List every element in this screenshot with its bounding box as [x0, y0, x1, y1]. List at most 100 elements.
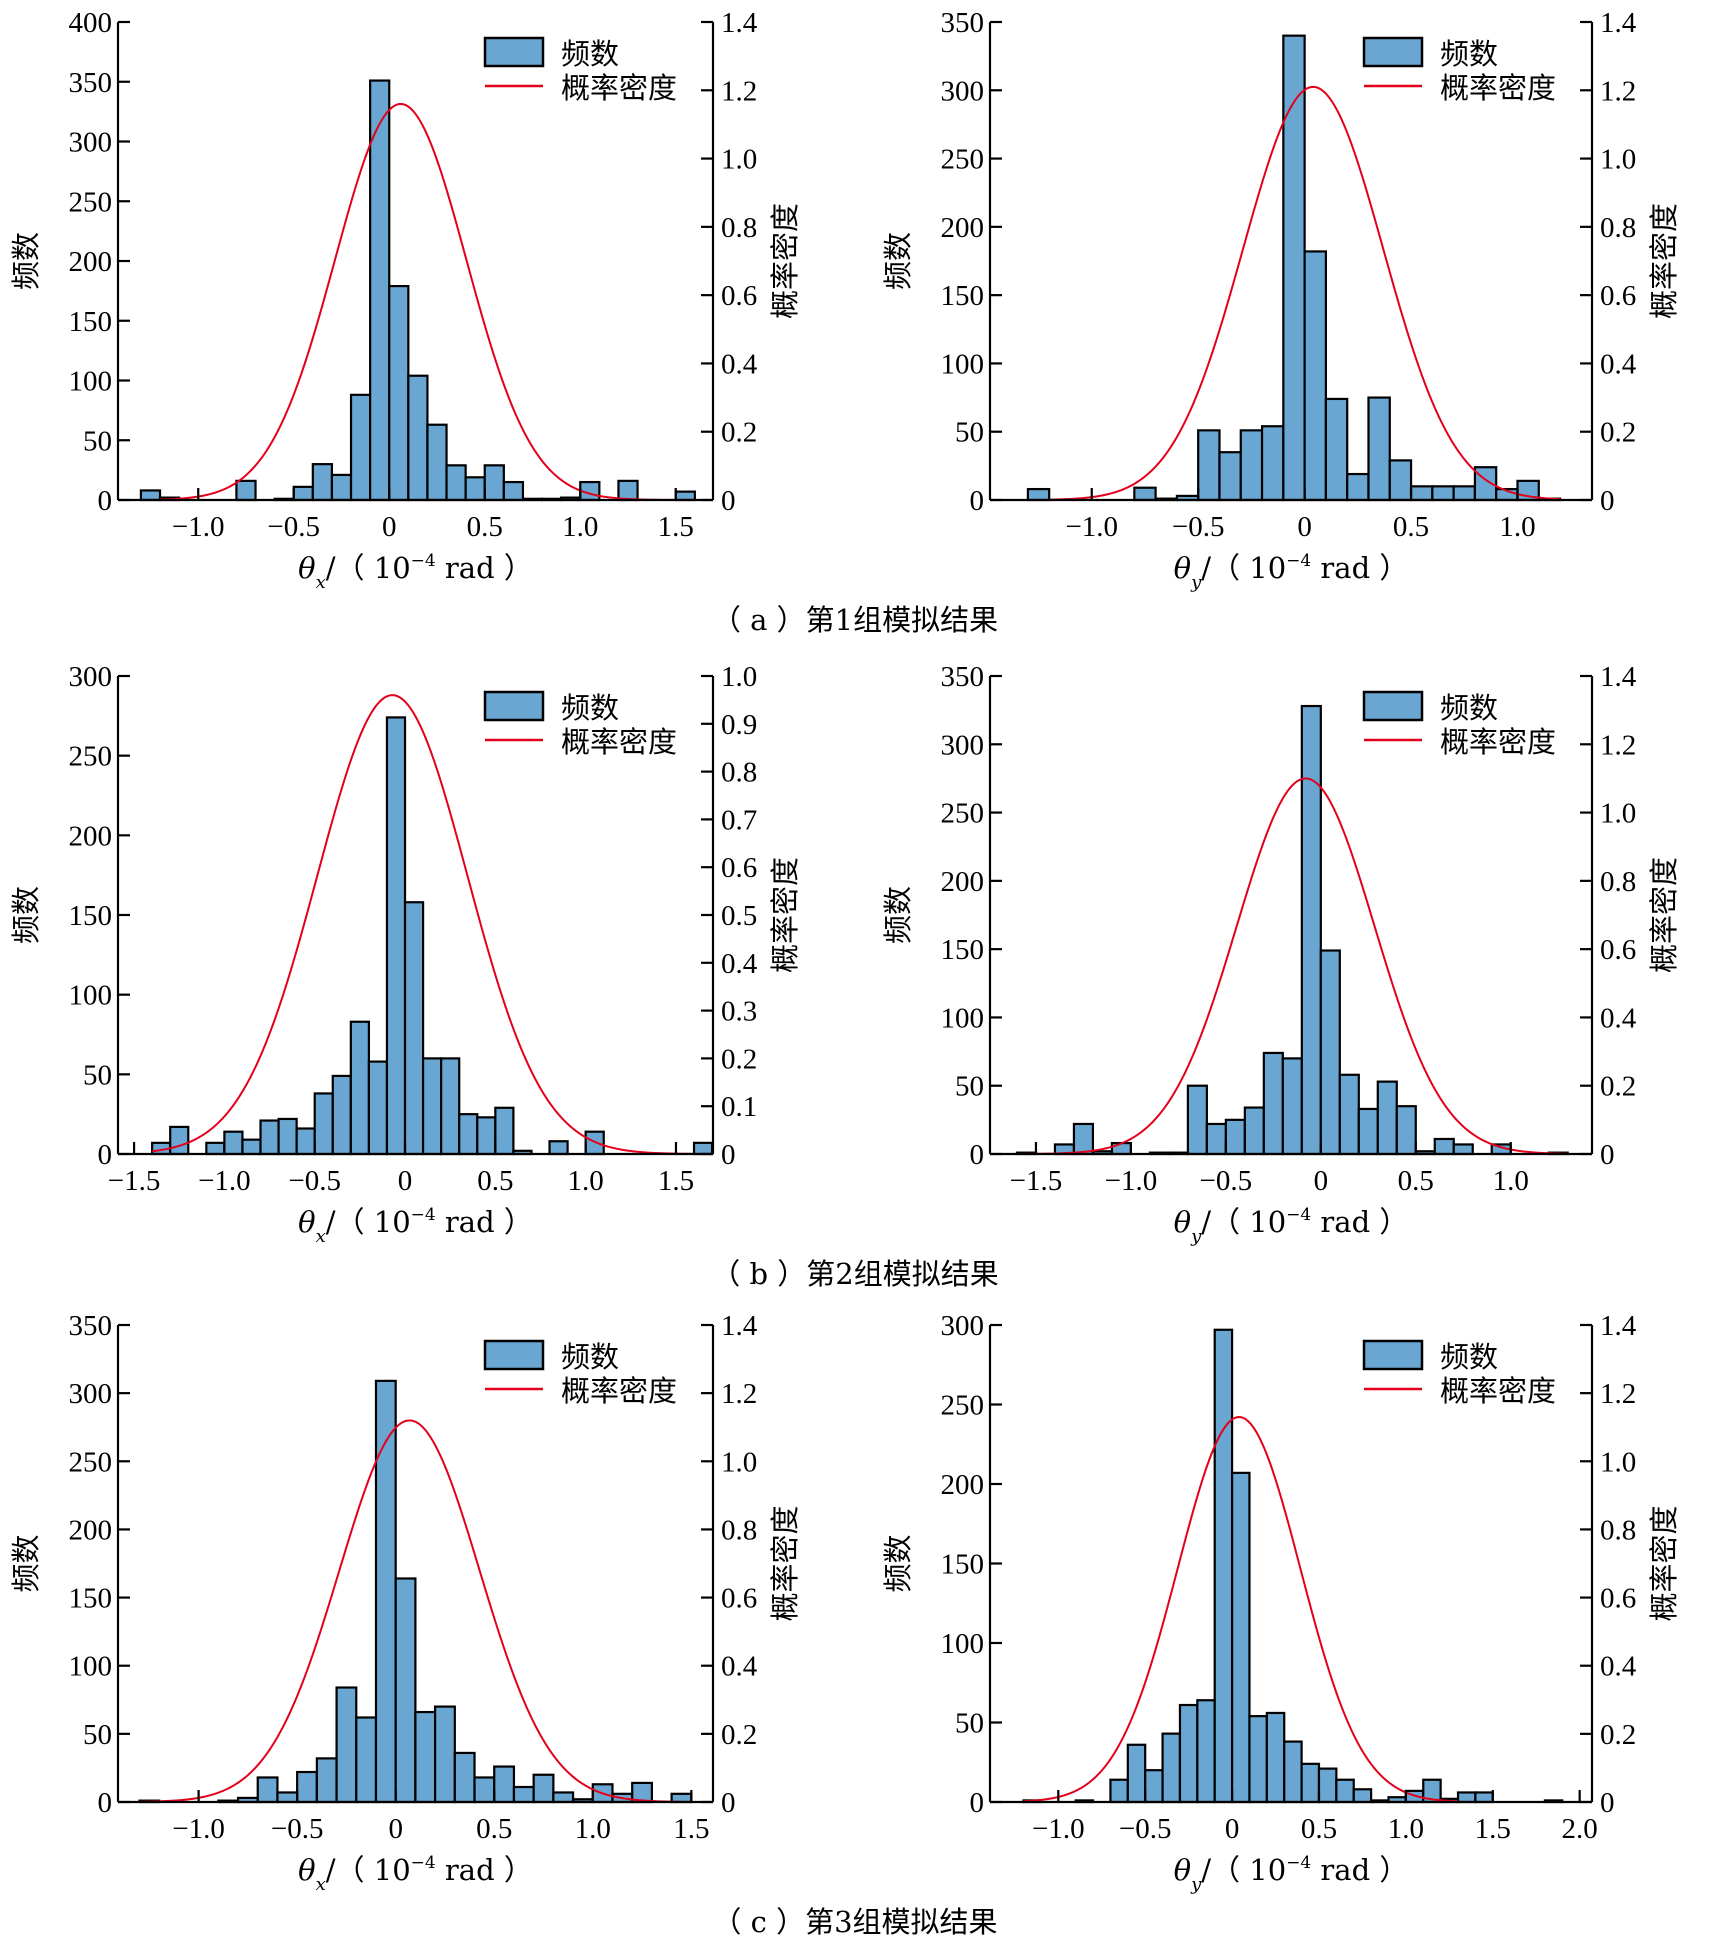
- histogram-bar: [1109, 1778, 1129, 1804]
- histogram-bar: [445, 464, 467, 502]
- y-tick-label: 0: [98, 1139, 113, 1171]
- legend-swatch-bar: [483, 1339, 545, 1371]
- y-tick-label: 100: [941, 348, 985, 380]
- x-axis-title: θy/（ 10−4 rad ）: [1174, 1205, 1409, 1247]
- legend-swatch-bar: [1362, 36, 1424, 68]
- histogram-bar: [1026, 487, 1051, 502]
- bars-group: [1022, 1328, 1564, 1804]
- histogram-bar: [331, 1074, 352, 1156]
- y2-tick-label: 1.4: [1600, 1310, 1637, 1342]
- x-tick-label: 1.0: [575, 1813, 611, 1845]
- legend-label-density: 概率密度: [561, 71, 677, 105]
- x-tick-label: −1.0: [1105, 1165, 1158, 1197]
- y-tick-label: 250: [941, 798, 985, 830]
- x-axis-symbol: θ: [1174, 1205, 1191, 1239]
- histogram-bar: [374, 1379, 397, 1804]
- histogram-bar: [259, 1119, 280, 1156]
- y2-tick-label: 1.0: [1600, 1446, 1636, 1478]
- x-axis-unit: /（ 10: [326, 1853, 411, 1887]
- histogram-bar: [276, 1791, 299, 1804]
- histogram-bar: [1409, 485, 1434, 502]
- histogram-bar: [1281, 1057, 1303, 1156]
- histogram-bar: [311, 463, 334, 502]
- y-tick-label: 250: [69, 186, 113, 218]
- y-tick-label: 300: [69, 1378, 113, 1410]
- x-tick-label: −1.5: [108, 1165, 161, 1197]
- histogram-bar: [1144, 1769, 1164, 1804]
- bars-group: [138, 1379, 693, 1804]
- legend-label-frequency: 频数: [1440, 37, 1498, 71]
- y2-tick-label: 0.5: [721, 900, 757, 932]
- y2-tick-label: 0: [1600, 485, 1615, 517]
- histogram-bar: [349, 393, 372, 502]
- legend-swatch-bar: [1362, 690, 1424, 722]
- x-tick-label: 0.5: [1393, 511, 1429, 543]
- legend-label-frequency: 频数: [561, 691, 619, 725]
- x-axis-title: θy/（ 10−4 rad ）: [1174, 1853, 1409, 1895]
- y2-tick-label: 0.4: [1600, 348, 1637, 380]
- x-axis-title: θx/（ 10−4 rad ）: [298, 551, 533, 593]
- histogram-bar: [1282, 34, 1306, 502]
- y2-tick-label: 1.2: [1600, 729, 1636, 761]
- density-curve: [152, 694, 695, 1155]
- y-tick-label: 250: [69, 1446, 113, 1478]
- y2-tick-label: 0.6: [721, 1583, 757, 1615]
- y2-tick-label: 1.2: [721, 1378, 757, 1410]
- x-tick-label: −1.0: [172, 511, 225, 543]
- x-tick-label: −0.5: [1172, 511, 1225, 543]
- x-axis-unit-tail: rad ）: [436, 1205, 533, 1239]
- y-axis-title: 频数: [9, 886, 43, 944]
- legend-label-frequency: 频数: [561, 1340, 619, 1374]
- y-tick-label: 0: [970, 1787, 985, 1819]
- x-axis-symbol: θ: [298, 1205, 315, 1239]
- bars-group: [1015, 704, 1569, 1156]
- histogram-bar: [1248, 1715, 1268, 1804]
- histogram-bar: [1205, 1122, 1227, 1156]
- legend-label-frequency: 频数: [1440, 691, 1498, 725]
- y-tick-label: 350: [69, 67, 113, 99]
- x-tick-label: −0.5: [267, 511, 320, 543]
- histogram-bar: [1452, 485, 1477, 502]
- histogram-bar: [205, 1141, 226, 1156]
- y-tick-label: 300: [941, 729, 985, 761]
- x-axis-unit-tail: rad ）: [436, 1853, 533, 1887]
- x-axis-unit-tail: rad ）: [1311, 1205, 1408, 1239]
- legend-label-frequency: 频数: [561, 37, 619, 71]
- y-tick-label: 100: [941, 1002, 985, 1034]
- y2-tick-label: 0.4: [1600, 1651, 1637, 1683]
- x-tick-label: 0: [1225, 1813, 1240, 1845]
- histogram-bar: [476, 1116, 497, 1156]
- x-tick-label: −1.0: [1065, 511, 1118, 543]
- x-tick-label: 0.5: [477, 1165, 513, 1197]
- y-tick-label: 100: [69, 1651, 113, 1683]
- x-tick-label: −0.5: [271, 1813, 324, 1845]
- y-tick-label: 0: [98, 485, 113, 517]
- histogram-bar: [1133, 486, 1157, 502]
- histogram-bar: [292, 485, 314, 502]
- x-axis-unit: /（ 10: [1201, 1205, 1286, 1239]
- x-axis-subscript: y: [1190, 1226, 1202, 1247]
- x-axis-symbol: θ: [298, 551, 315, 585]
- histogram-bar: [295, 1127, 316, 1156]
- histogram-bar: [453, 1751, 476, 1804]
- histogram-bar: [548, 1140, 569, 1156]
- density-curve: [1049, 85, 1561, 501]
- legend-swatch-bar: [483, 690, 545, 722]
- x-axis-unit-tail: rad ）: [1311, 1853, 1408, 1887]
- y2-tick-label: 0.8: [721, 757, 757, 789]
- y2-tick-label: 0.4: [1600, 1002, 1637, 1034]
- histogram-bar: [403, 901, 425, 1156]
- histogram-bar: [1456, 1791, 1477, 1804]
- caption-c: （ c ）第3组模拟结果: [712, 1905, 997, 1939]
- y2-tick-label: 0.6: [721, 280, 757, 312]
- y2-axis-title: 概率密度: [768, 1505, 802, 1621]
- histogram-bar: [1300, 704, 1322, 1156]
- y2-tick-label: 0: [721, 485, 736, 517]
- histogram-bar: [440, 1057, 461, 1156]
- x-axis-unit: /（ 10: [326, 1205, 411, 1239]
- x-tick-label: −0.5: [1200, 1165, 1253, 1197]
- y-tick-label: 150: [941, 280, 985, 312]
- histogram-bar: [1376, 1080, 1398, 1156]
